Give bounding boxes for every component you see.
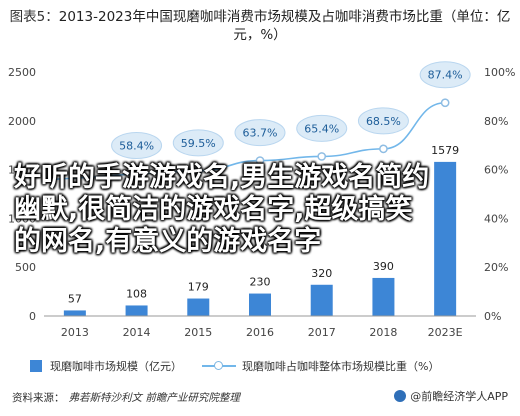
right-tick-label: 80% [484,115,508,128]
bar-value-label: 57 [68,292,82,305]
line-point-2014 [132,169,141,178]
source-prefix: 资料来源： [12,392,65,404]
legend-item-line: 现磨咖啡占咖啡整体市场规模比重（%） [202,358,439,374]
bar-2015 [187,298,210,316]
source-value: 弗若斯特沙利文 前瞻产业研究院整理 [68,392,240,404]
line-label-bubble [357,107,409,135]
left-tick-label: 2500 [8,66,36,79]
bar-value-label: 108 [126,287,147,300]
bar-value-label: 390 [373,260,394,273]
left-tick-label: 2000 [8,115,36,128]
bar-2023E [434,161,457,316]
line-value-label: 87.4% [428,69,463,82]
line-value-label: 58.4% [119,140,154,153]
line-label-bubble [296,114,348,142]
legend-label-line: 现磨咖啡占咖啡整体市场规模比重（%） [242,360,440,373]
right-tick-label: 20% [484,261,508,274]
x-tick-label: 2017 [308,326,336,339]
legend-swatch-line [202,360,236,372]
right-tick-label: 0% [484,310,501,323]
right-axis: 0% 20% 40% 60% 80% 100% [484,66,515,323]
overlay-caption: 好听的手游游戏名,男生游戏名简约 幽默,很简洁的游戏名字,超级搞笑 的网名,有意… [14,162,514,258]
x-tick-label: 2023E [428,326,463,339]
x-tick-label: 2018 [369,326,397,339]
bar-value-label: 230 [250,276,271,289]
x-tick-label: 2014 [123,326,151,339]
bar-value-label: 320 [311,267,332,280]
right-tick-label: 60% [484,164,508,177]
left-tick-label: 1000 [8,212,36,225]
chart-title: 图表5：2013-2023年中国现磨咖啡消费市场规模及占咖啡消费市场比重（单位：… [0,8,520,44]
bar-2014 [125,305,148,316]
line-point-2017 [317,152,327,161]
line-value-label: 68.5% [366,115,401,128]
line-point-2016 [255,156,265,165]
brand-watermark: @前瞻经济学人APP [394,388,508,404]
left-tick-label: 1500 [8,164,36,177]
right-tick-label: 100% [484,66,515,79]
brand-text: @前瞻经济学人APP [410,390,508,403]
overlay-line-3: 的网名,有意义的游戏名字 [14,226,322,257]
bar-2016 [249,293,271,316]
left-axis: 0 500 1000 1500 2000 2500 [8,66,36,323]
line-value-label: 59.5% [181,137,216,150]
bar-value-label: 179 [188,281,209,294]
line-value-label: 63.7% [243,127,278,140]
line-point-2018 [379,144,388,154]
x-axis: 2013 2014 2015 2016 2017 2018 2023E [44,315,476,339]
line-value-label: 65.4% [304,122,339,135]
line-series: 58.4% 59.5% 63.7% 65.4% 68.5% 87.4% [49,61,471,181]
left-tick-label: 0 [29,310,36,323]
bar-2013 [63,310,86,316]
x-tick-label: 2016 [246,326,274,339]
bar-2017 [310,284,333,316]
line-point-2015 [193,166,203,176]
bar-2018 [372,277,395,316]
left-tick-label: 500 [15,261,36,274]
chart-title-prefix: 图表5： [9,9,59,25]
right-tick-label: 40% [484,212,508,225]
chart-title-text: 2013-2023年中国现磨咖啡消费市场规模及占咖啡消费市场比重（单位：亿元，%… [58,9,511,43]
line-label-bubble [111,132,163,160]
legend: 现磨咖啡市场规模（亿元） 现磨咖啡占咖啡整体市场规模比重（%） [30,357,500,375]
legend-item-bar: 现磨咖啡市场规模（亿元） [30,358,182,374]
overlay-line-1: 好听的手游游戏名,男生游戏名简约 [14,162,430,193]
bar-value-label: 1579 [431,144,459,157]
line-point-2023E [440,98,450,108]
line-label-bubble [172,129,224,157]
brand-logo-icon [394,390,407,402]
x-tick-label: 2015 [184,326,212,339]
line-label-bubble [419,61,471,89]
legend-swatch-bar [30,360,42,372]
overlay-line-2: 幽默,很简洁的游戏名字,超级搞笑 [14,194,413,225]
legend-label-bar: 现磨咖啡市场规模（亿元） [50,360,182,373]
line-label-bubble [234,119,286,147]
x-tick-label: 2013 [61,326,89,339]
source-note: 资料来源： 弗若斯特沙利文 前瞻产业研究院整理 [12,390,240,405]
bar-series: 57 108 179 230 320 390 1579 [63,144,459,316]
